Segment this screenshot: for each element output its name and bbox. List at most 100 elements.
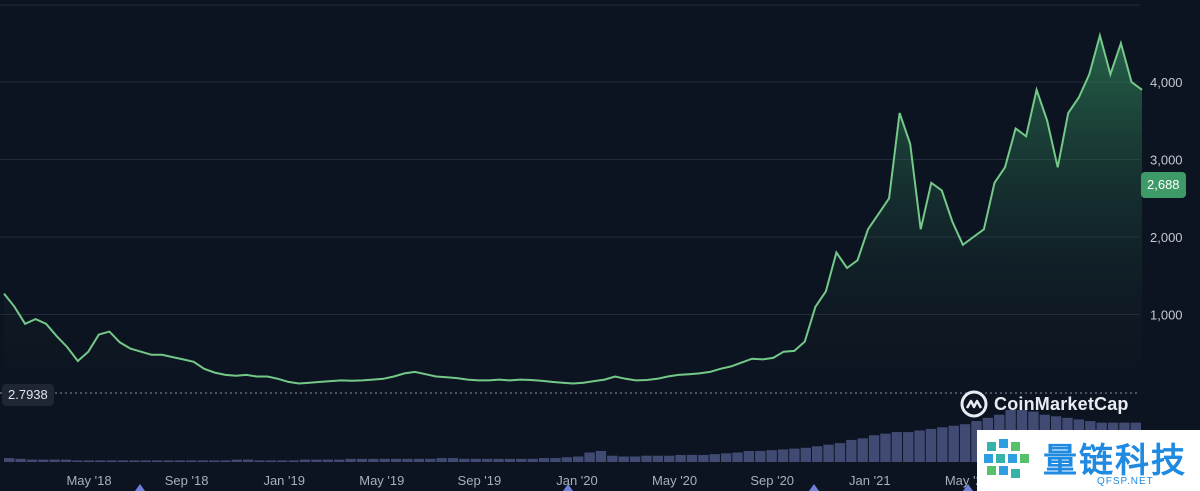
y-tick-label: 4,000 <box>1150 75 1183 90</box>
volume-bar <box>368 458 379 462</box>
volume-bar <box>106 460 117 462</box>
volume-bar <box>766 450 777 462</box>
volume-bar <box>686 454 698 462</box>
x-axis: May '18 Sep '18 Jan '19 May '19 Sep '19 Jan '… <box>66 473 990 488</box>
volume-bar <box>447 458 459 462</box>
volume-bar <box>720 453 732 462</box>
volume-bar <box>163 460 174 462</box>
brand-text: CoinMarketCap <box>994 393 1129 414</box>
volume-bar <box>129 460 140 462</box>
volume-bar <box>83 460 95 462</box>
volume-bar <box>538 458 550 462</box>
volume-bar <box>254 460 265 462</box>
volume-bar <box>493 458 504 462</box>
volume-bar <box>265 460 277 462</box>
y-axis: 1,000 2,000 3,000 4,000 <box>1150 75 1183 323</box>
volume-bar <box>516 458 527 462</box>
volume-bar <box>60 459 72 462</box>
event-marker-icon[interactable] <box>135 484 145 491</box>
event-marker-icon[interactable] <box>809 484 819 491</box>
volume-bar <box>629 456 641 462</box>
watermark-logo-icon <box>984 438 1029 478</box>
volume-bar <box>948 425 959 462</box>
x-tick-label: Jan '19 <box>263 473 305 488</box>
volume-bar <box>698 454 709 462</box>
volume-bar <box>470 458 481 462</box>
volume-bar <box>311 459 322 462</box>
volume-bar <box>971 421 982 462</box>
volume-bar <box>550 458 561 462</box>
volume-bar <box>504 458 516 462</box>
volume-bar <box>880 433 891 462</box>
price-line <box>3 31 1143 385</box>
event-marker-icon[interactable] <box>563 484 573 491</box>
volume-bar <box>356 458 368 462</box>
volume-bar <box>777 449 789 462</box>
volume-bar <box>811 446 823 462</box>
baseline-label: 2.7938 <box>2 384 54 406</box>
volume-bar <box>322 459 334 462</box>
y-tick-label: 2,000 <box>1150 230 1183 245</box>
x-tick-label: Jan '20 <box>556 473 598 488</box>
watermark-subtext: QFSP.NET <box>1097 476 1154 487</box>
volume-bar <box>220 460 231 462</box>
volume-bar <box>345 458 356 462</box>
volume-bar <box>755 450 766 462</box>
x-tick-label: Sep '20 <box>750 473 794 488</box>
volume-bar <box>925 428 937 462</box>
volume-bar <box>834 443 846 462</box>
volume-bar <box>527 458 538 462</box>
volume-bar <box>208 460 220 462</box>
volume-bar <box>732 452 743 462</box>
y-tick-label: 1,000 <box>1150 308 1183 323</box>
volume-bar <box>334 459 345 462</box>
x-tick-label: May '19 <box>359 473 404 488</box>
volume-bar <box>959 424 971 462</box>
volume-bar <box>937 427 948 462</box>
volume-bar <box>743 450 755 462</box>
volume-bar <box>186 460 197 462</box>
coinmarketcap-logo: CoinMarketCap <box>960 390 1129 418</box>
volume-bar <box>26 459 38 462</box>
volume-bar <box>891 432 903 462</box>
volume-bar <box>789 448 800 462</box>
volume-bar <box>174 460 186 462</box>
x-tick-label: May '18 <box>66 473 111 488</box>
volume-bar <box>675 454 686 462</box>
volume-bar <box>242 459 254 462</box>
x-tick-label: Sep '18 <box>165 473 209 488</box>
volume-bar <box>288 460 299 462</box>
volume-bar <box>595 450 607 462</box>
volume-bar <box>140 460 151 462</box>
volume-bar <box>95 460 106 462</box>
volume-bar <box>903 432 914 462</box>
volume-bar <box>709 454 720 462</box>
volume-bar <box>561 457 572 462</box>
volume-bar <box>914 430 925 462</box>
coinmarketcap-icon <box>960 390 988 418</box>
volume-bar <box>607 455 618 462</box>
event-markers <box>135 484 973 491</box>
volume-bar <box>49 459 60 462</box>
watermark: 量链科技 QFSP.NET <box>977 430 1200 491</box>
volume-bar <box>641 455 652 462</box>
volume-bar <box>823 444 834 462</box>
volume-bar <box>117 460 129 462</box>
volume-bar <box>231 459 242 462</box>
x-tick-label: Jan '21 <box>849 473 891 488</box>
volume-bar <box>618 456 629 462</box>
volume-bar <box>664 455 675 462</box>
volume-bar <box>857 438 868 462</box>
volume-bar <box>436 458 447 462</box>
volume-bar <box>379 458 390 462</box>
volume-bar <box>413 458 425 462</box>
current-price-badge: 2,688 <box>1141 172 1186 198</box>
watermark-text: 量链科技 <box>1043 440 1187 481</box>
volume-bar <box>197 460 208 462</box>
x-tick-label: Sep '19 <box>458 473 502 488</box>
volume-bar <box>72 460 83 462</box>
volume-bar <box>151 460 163 462</box>
volume-bar <box>425 458 436 462</box>
event-marker-icon[interactable] <box>963 484 973 491</box>
price-area <box>4 35 1142 393</box>
